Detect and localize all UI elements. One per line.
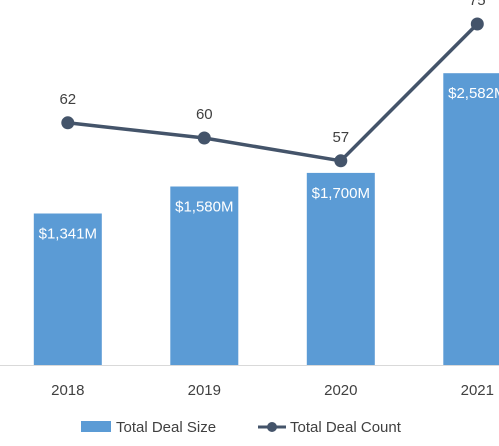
bar-label-2021: $2,582M (448, 85, 499, 102)
x-axis-tick-labels: 2018 2019 2020 2021 (51, 382, 494, 399)
point-label-2021: 75 (469, 0, 486, 9)
point-label-2019: 60 (196, 106, 213, 123)
x-tick-2020: 2020 (324, 382, 357, 399)
point-label-2018: 62 (59, 91, 76, 108)
legend-label-total-deal-count: Total Deal Count (290, 419, 402, 436)
bar-label-2018: $1,341M (39, 226, 97, 243)
bar-series (33, 73, 499, 365)
x-tick-2018: 2018 (51, 382, 84, 399)
point-2018 (61, 116, 75, 130)
line-series: 62 60 57 75 (59, 0, 486, 168)
bar-data-labels: $1,341M $1,580M $1,700M $2,582M (39, 85, 499, 242)
bar-2018 (33, 213, 102, 365)
x-tick-2019: 2019 (188, 382, 221, 399)
legend-marker-total-deal-count (267, 422, 277, 432)
bar-2019 (170, 186, 239, 365)
bar-2021 (443, 73, 499, 365)
x-tick-2021: 2021 (461, 382, 494, 399)
point-label-2020: 57 (332, 129, 349, 146)
line-total-deal-count (66, 22, 480, 163)
legend-label-total-deal-size: Total Deal Size (116, 419, 216, 436)
legend-swatch-total-deal-size (81, 421, 111, 432)
point-2019 (197, 131, 211, 145)
bar-2020 (306, 172, 375, 365)
bar-label-2020: $1,700M (312, 185, 370, 202)
point-2020 (334, 154, 348, 168)
bar-label-2019: $1,580M (175, 199, 233, 216)
legend: Total Deal Size Total Deal Count (81, 419, 402, 436)
point-2021 (470, 17, 484, 31)
